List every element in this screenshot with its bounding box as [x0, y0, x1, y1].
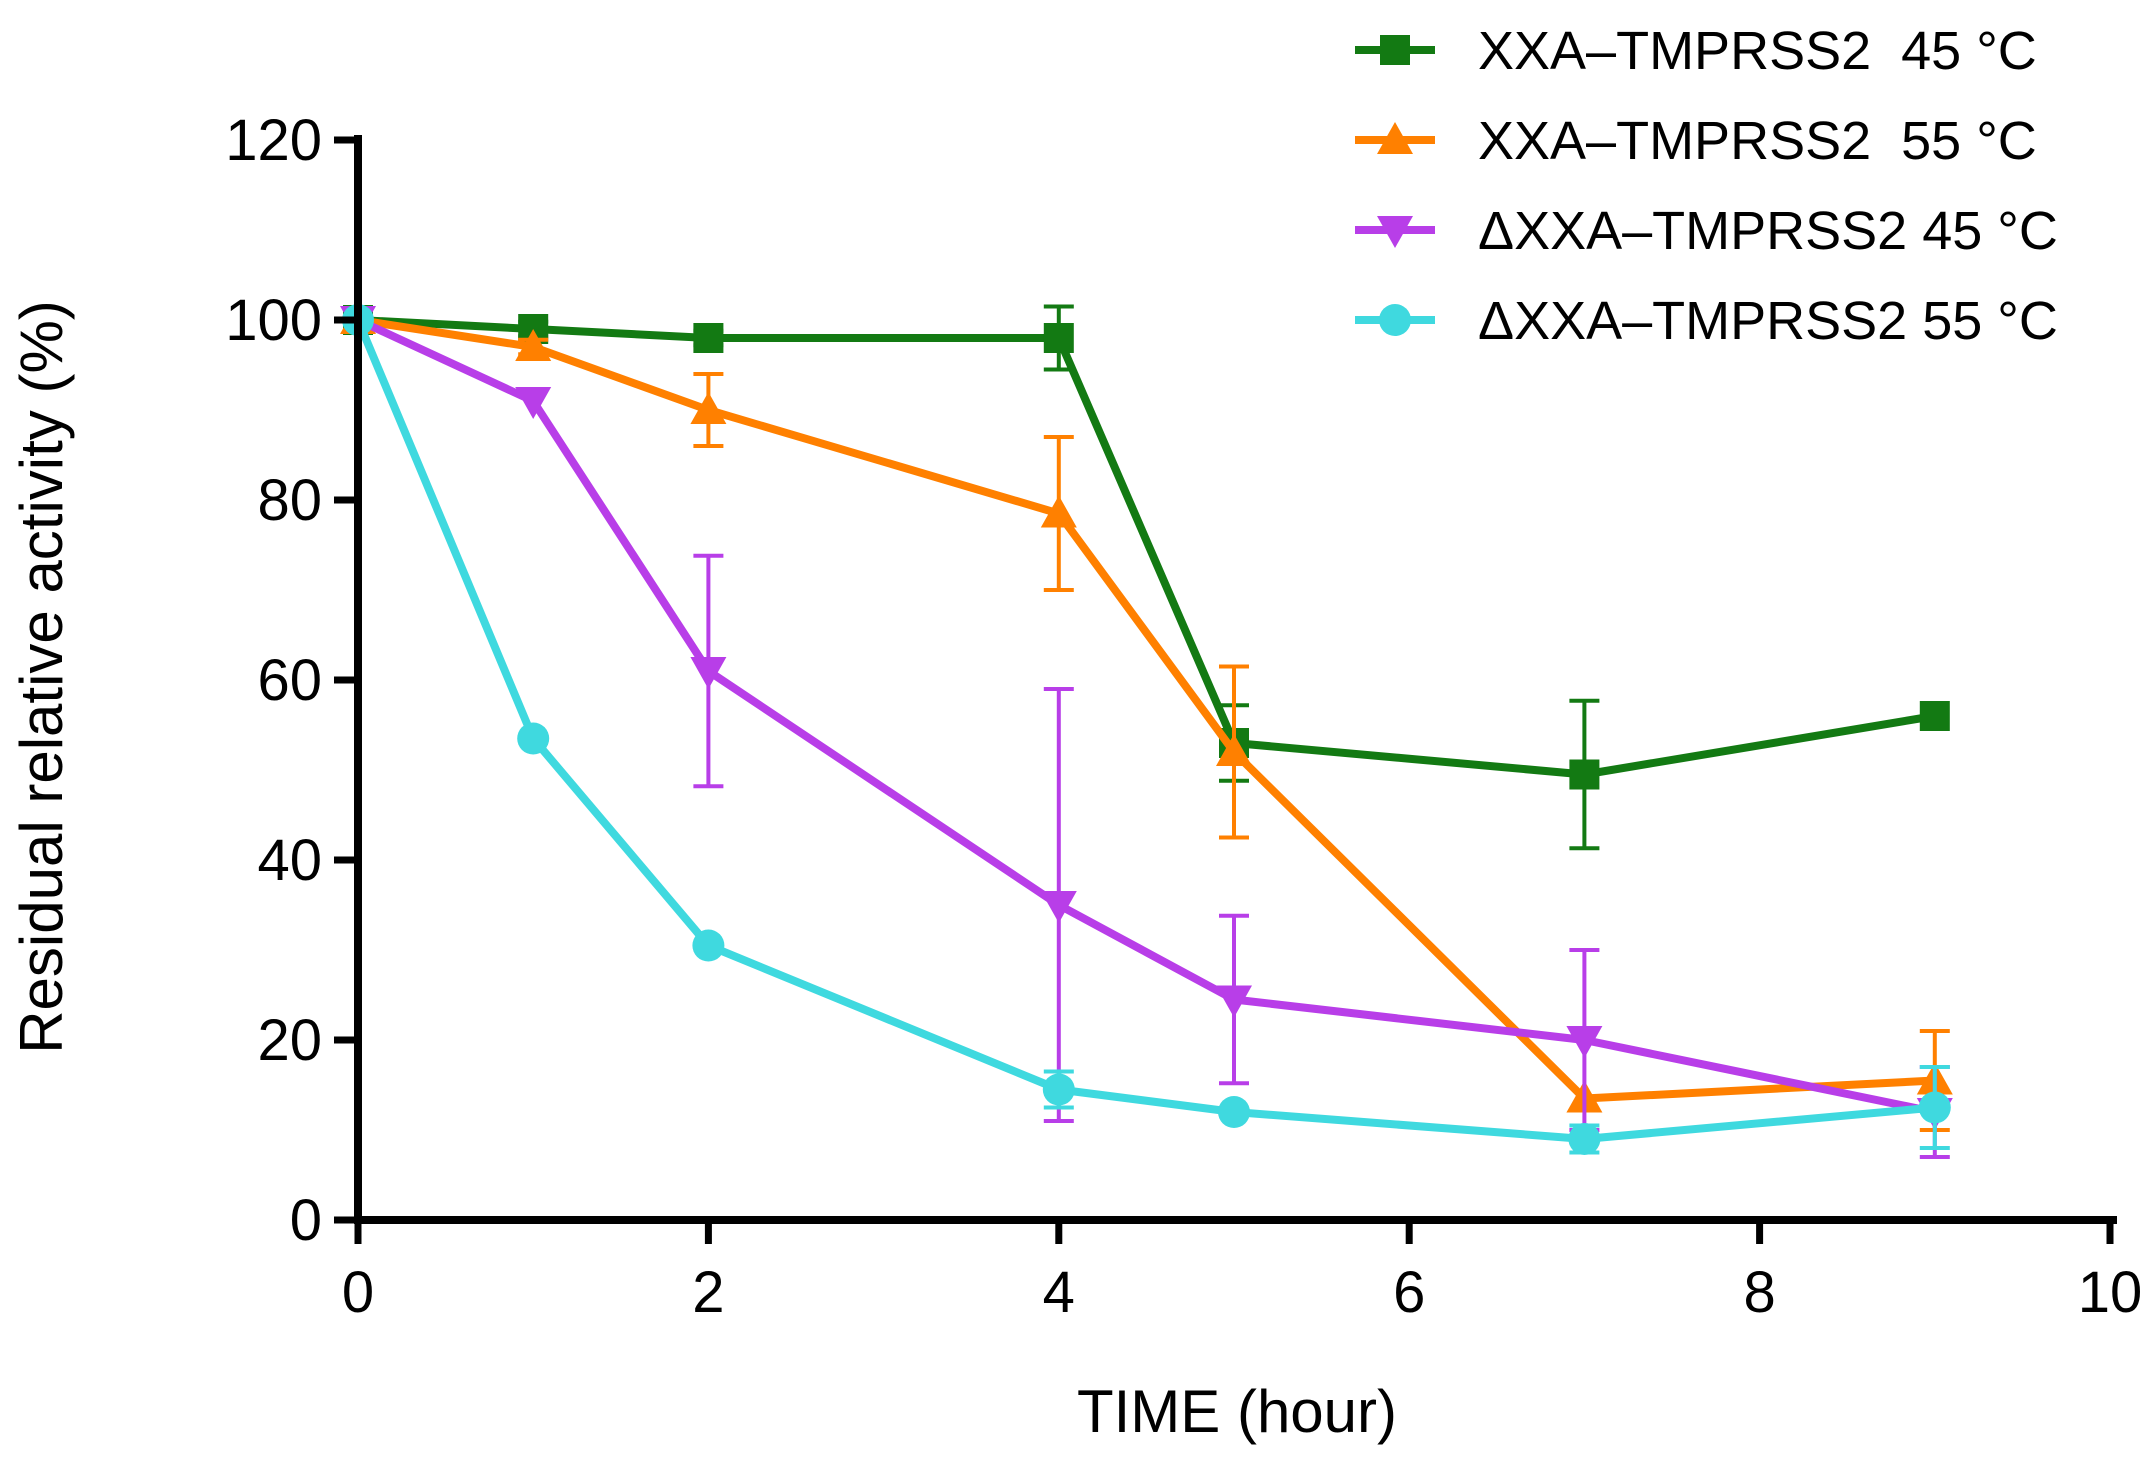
x-ticks: 0 2 4 6 8 10	[342, 1220, 2142, 1325]
data-point	[1569, 759, 1600, 790]
data-point	[517, 722, 550, 755]
legend-item-1: XXA–TMPRSS2 45 °C	[1355, 21, 2037, 81]
y-tick-label: 120	[225, 108, 322, 173]
legend-item-3: ΔXXA–TMPRSS2 45 °C	[1355, 201, 2058, 261]
x-axis-title: TIME (hour)	[1077, 1378, 1397, 1445]
legend-label: ΔXXA–TMPRSS2 55 °C	[1478, 291, 2058, 351]
y-axis-title: Residual relative activity (%)	[8, 300, 75, 1054]
y-ticks: 0 20 40 60 80 100 120	[225, 108, 358, 1253]
legend-label: XXA–TMPRSS2 55 °C	[1478, 111, 2037, 171]
legend: XXA–TMPRSS2 45 °C XXA–TMPRSS2 55 °C ΔXXA–T…	[1355, 21, 2058, 351]
x-tick-label: 6	[1393, 1260, 1425, 1325]
legend-item-2: XXA–TMPRSS2 55 °C	[1355, 111, 2037, 171]
series-4	[342, 304, 1951, 1155]
series-1	[343, 304, 1950, 851]
series-2	[340, 302, 1953, 1132]
plot-series	[340, 302, 1953, 1159]
data-point	[1218, 1096, 1250, 1128]
data-point	[1040, 495, 1077, 528]
x-tick-label: 0	[342, 1260, 374, 1325]
x-tick-label: 10	[2078, 1260, 2143, 1325]
y-tick-label: 40	[257, 828, 322, 893]
legend-item-4: ΔXXA–TMPRSS2 55 °C	[1355, 291, 2058, 351]
x-tick-label: 2	[692, 1260, 724, 1325]
data-point	[692, 929, 725, 962]
series-line	[357, 316, 1936, 1103]
data-point	[1216, 734, 1252, 766]
series-line	[356, 316, 1936, 1116]
data-point	[515, 387, 552, 419]
data-point	[693, 323, 724, 353]
series-line	[357, 316, 1936, 779]
data-point	[515, 329, 552, 361]
series-line	[354, 318, 1936, 1143]
data-point	[690, 392, 727, 424]
legend-label: ΔXXA–TMPRSS2 45 °C	[1478, 201, 2058, 261]
y-tick-label: 60	[257, 648, 322, 713]
y-tick-label: 20	[257, 1008, 322, 1073]
data-point	[1042, 1073, 1075, 1106]
legend-label: XXA–TMPRSS2 45 °C	[1478, 21, 2037, 81]
data-point	[1566, 1026, 1603, 1058]
data-point	[1568, 1123, 1601, 1155]
data-point	[1918, 1091, 1951, 1124]
legend-marker	[1377, 216, 1413, 248]
y-tick-label: 80	[257, 468, 322, 533]
y-tick-label: 0	[290, 1188, 322, 1253]
data-point	[1043, 323, 1074, 353]
data-point	[1216, 985, 1252, 1018]
data-point	[1040, 891, 1077, 923]
data-point	[690, 657, 727, 689]
legend-marker	[1377, 122, 1413, 154]
series-3	[340, 306, 1953, 1159]
y-tick-label: 100	[225, 288, 322, 353]
data-point	[1919, 701, 1950, 731]
x-tick-label: 8	[1743, 1260, 1775, 1325]
x-tick-label: 4	[1043, 1260, 1075, 1325]
legend-marker	[1379, 304, 1411, 336]
legend-marker	[1380, 35, 1410, 65]
